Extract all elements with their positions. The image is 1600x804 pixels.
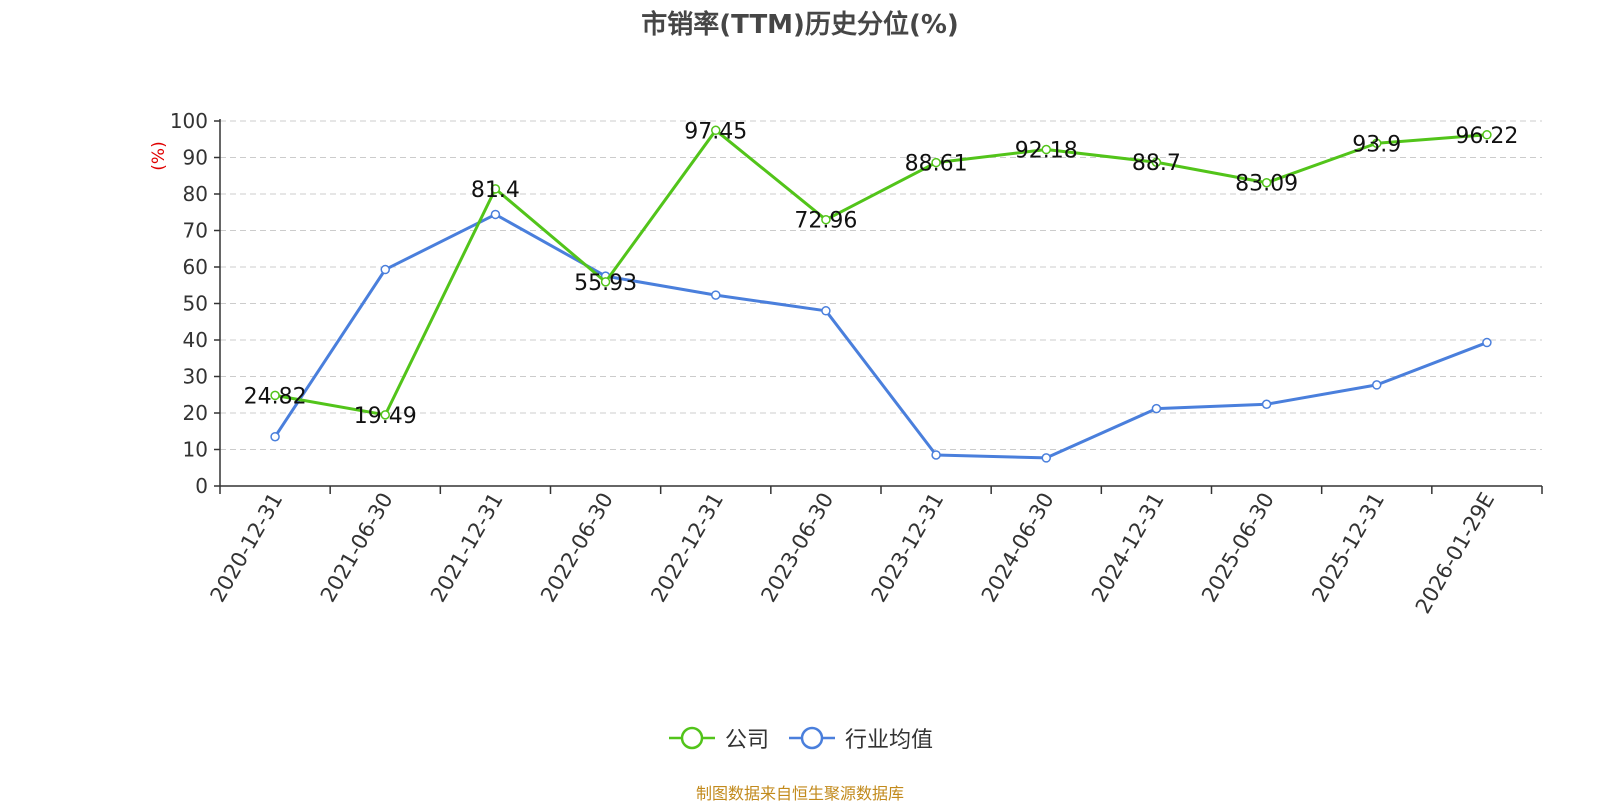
x-tick-label: 2024-06-30 — [977, 489, 1059, 607]
data-point — [711, 290, 721, 300]
data-label: 88.61 — [905, 152, 968, 177]
y-tick-label: 20 — [183, 401, 208, 425]
y-tick-label: 100 — [170, 109, 208, 133]
y-axis-unit: (%) — [149, 141, 169, 170]
data-point — [1372, 138, 1382, 149]
x-tick-label: 2023-12-31 — [867, 488, 949, 606]
legend-item[interactable]: 公司 — [667, 722, 769, 754]
grid-lines — [220, 120, 1542, 450]
data-label: 88.7 — [1132, 151, 1181, 176]
series-line — [273, 212, 1488, 460]
data-label: 97.45 — [684, 119, 747, 144]
y-tick-label: 90 — [183, 146, 208, 170]
x-tick-label: 2024-12-31 — [1087, 489, 1169, 607]
x-tick-label: 2021-12-31 — [426, 488, 508, 606]
data-point — [270, 431, 280, 442]
data-point — [711, 125, 721, 136]
x-tick-label: 2021-06-30 — [316, 489, 398, 607]
legend-marker-icon — [668, 726, 715, 750]
y-tick-label: 80 — [183, 182, 208, 206]
y-tick-label: 10 — [183, 438, 208, 462]
y-tick-label: 30 — [183, 365, 208, 389]
x-tick-label: 2022-12-31 — [646, 489, 728, 607]
data-point — [1151, 157, 1162, 167]
legend-marker-icon — [789, 726, 835, 750]
data-point — [1261, 177, 1272, 188]
x-tick-label: 2025-12-31 — [1307, 489, 1389, 607]
y-tick-label: 60 — [183, 255, 208, 279]
series — [270, 125, 1492, 463]
legend-item[interactable]: 行业均值 — [787, 722, 933, 754]
data-point — [380, 410, 390, 420]
legend-label: 行业均值 — [845, 728, 934, 753]
axes: 0 10 20 30 40 50 60 70 80 90 100(%) 2020-12-31 2021-… — [149, 109, 1543, 618]
data-label: 92.18 — [1015, 139, 1078, 164]
data-label: 19.49 — [354, 404, 417, 429]
x-tick-label: 2020-12-31 — [206, 489, 288, 607]
data-point — [931, 450, 941, 460]
data-label: 93.9 — [1352, 132, 1401, 157]
y-tick-label: 0 — [195, 474, 208, 498]
data-label: 24.82 — [244, 384, 307, 409]
y-tick-label: 70 — [183, 219, 208, 243]
data-point — [1151, 403, 1162, 414]
data-point — [1041, 144, 1051, 155]
y-tick-label: 40 — [183, 328, 208, 352]
source-footer: 制图数据来自恒生聚源数据库 — [695, 784, 904, 803]
legend-circle — [800, 726, 824, 750]
x-tick-label: 2025-06-30 — [1197, 489, 1279, 607]
data-point — [1482, 130, 1492, 140]
data-point — [1041, 453, 1051, 463]
x-tick-label: 2023-06-30 — [756, 489, 838, 607]
data-point — [490, 184, 501, 194]
x-tick-label: 2026-01-29E — [1411, 489, 1499, 618]
data-point — [270, 390, 280, 401]
y-tick-label: 50 — [183, 292, 208, 316]
data-point — [490, 209, 501, 220]
x-tick-label: 2022-06-30 — [536, 489, 618, 607]
data-label: 83.09 — [1235, 172, 1298, 197]
data-point — [600, 277, 611, 287]
legend-label: 公司 — [724, 728, 769, 753]
data-point — [1482, 337, 1492, 348]
data-point — [931, 157, 941, 168]
data-label: 55.93 — [574, 271, 637, 296]
data-labels: 24.82 19.49 81.4 55.93 97.45 72.96 88.61 92.18 8… — [244, 119, 1519, 429]
data-point — [821, 306, 831, 316]
chart-title: 市销率(TTM)历史分位(%) — [641, 10, 959, 40]
data-point — [1372, 380, 1382, 390]
data-label: 96.22 — [1455, 124, 1518, 149]
legend: 公司 行业均值 — [0, 722, 1600, 754]
data-point — [821, 214, 831, 225]
data-point — [380, 264, 390, 275]
data-label: 72.96 — [794, 209, 857, 234]
series-line — [274, 128, 1488, 417]
data-point — [1261, 399, 1272, 409]
data-label: 81.4 — [471, 178, 520, 203]
legend-circle — [680, 726, 704, 750]
